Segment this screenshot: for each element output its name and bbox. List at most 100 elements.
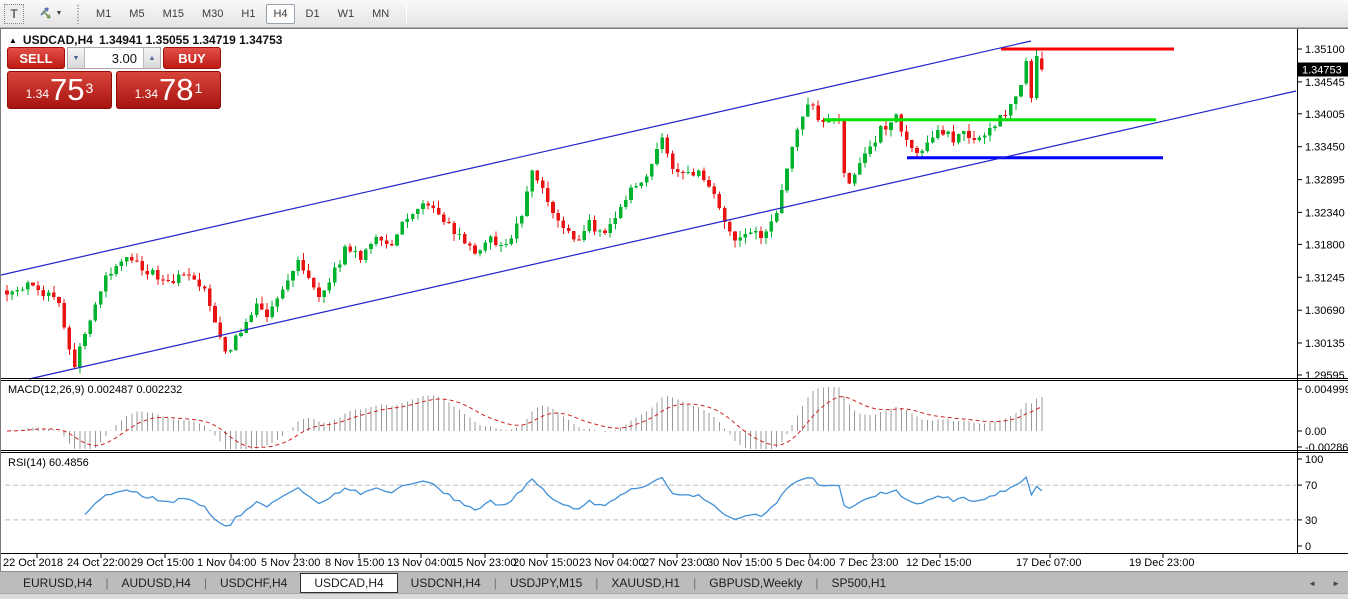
chevron-down-icon: ▼ <box>55 10 63 17</box>
tab-USDCHF-H4[interactable]: USDCHF,H4 <box>219 575 288 590</box>
svg-text:27 Nov 23:00: 27 Nov 23:00 <box>643 557 708 569</box>
chart-ohlc: 1.34941 1.35055 1.34719 1.34753 <box>98 33 283 47</box>
rsi-indicator-label: RSI(14) 60.4856 <box>8 457 89 469</box>
tab-EURUSD-H4[interactable]: EURUSD,H4 <box>23 575 93 590</box>
volume-stepper: ▼ ▲ <box>67 47 161 69</box>
svg-text:70: 70 <box>1305 480 1317 492</box>
timeframe-M30[interactable]: M30 <box>201 7 224 20</box>
chart-tabs-bar: EURUSD,H4 | AUDUSD,H4 | USDCHF,H4 USDCAD,H4 US… <box>0 571 1348 593</box>
svg-text:1.34545: 1.34545 <box>1305 77 1345 89</box>
tab-separator: | <box>493 575 497 590</box>
tab-separator: | <box>105 575 109 590</box>
timeframe-H4[interactable]: H4 <box>266 3 295 24</box>
tab-separator: | <box>815 575 819 590</box>
svg-text:20 Nov 15:00: 20 Nov 15:00 <box>513 557 578 569</box>
sell-price-point: 3 <box>85 80 94 96</box>
svg-text:5 Nov 23:00: 5 Nov 23:00 <box>261 557 320 569</box>
svg-text:1.32895: 1.32895 <box>1305 175 1345 187</box>
timeframe-M5[interactable]: M5 <box>129 7 145 20</box>
svg-text:1.35100: 1.35100 <box>1305 44 1345 56</box>
collapse-icon[interactable]: ▲ <box>9 35 17 45</box>
tab-separator: | <box>693 575 697 590</box>
svg-text:1.31245: 1.31245 <box>1305 272 1345 284</box>
timeframe-D1[interactable]: D1 <box>305 7 320 20</box>
svg-text:22 Oct 2018: 22 Oct 2018 <box>3 557 63 569</box>
volume-input[interactable] <box>85 48 143 68</box>
tab-USDJPY-M15[interactable]: USDJPY,M15 <box>509 575 583 590</box>
timeframe-M1[interactable]: M1 <box>96 7 112 20</box>
toolbar: T ▼ M1 M5 M15 M30 H1 H4 D1 W1 MN <box>0 0 1348 28</box>
svg-text:1.34753: 1.34753 <box>1302 65 1342 77</box>
svg-text:0.004999: 0.004999 <box>1305 384 1348 396</box>
tab-SP500-H1[interactable]: SP500,H1 <box>831 575 887 590</box>
svg-text:13 Nov 04:00: 13 Nov 04:00 <box>387 557 452 569</box>
svg-text:1.32340: 1.32340 <box>1305 207 1345 219</box>
svg-text:19 Dec 23:00: 19 Dec 23:00 <box>1129 557 1194 569</box>
svg-text:1 Nov 04:00: 1 Nov 04:00 <box>197 557 256 569</box>
timeframe-W1[interactable]: W1 <box>337 7 355 20</box>
svg-text:15 Nov 23:00: 15 Nov 23:00 <box>451 557 516 569</box>
timeframe-H1[interactable]: H1 <box>241 7 256 20</box>
svg-text:-0.00286: -0.00286 <box>1305 442 1348 454</box>
sell-button[interactable]: SELL <box>7 47 65 69</box>
svg-text:1.30690: 1.30690 <box>1305 305 1345 317</box>
timeframe-buttons: M1 M5 M15 M30 H1 H4 D1 W1 MN <box>87 3 398 24</box>
tab-scroll-right-icon[interactable]: ► <box>1332 578 1340 588</box>
chart-tabs: EURUSD,H4 | AUDUSD,H4 | USDCHF,H4 USDCAD,H4 US… <box>10 572 899 593</box>
svg-text:100: 100 <box>1305 454 1323 466</box>
rsi-value: 60.4856 <box>48 457 89 469</box>
svg-text:1.33450: 1.33450 <box>1305 142 1345 154</box>
toolbar-separator <box>406 3 408 24</box>
svg-text:30 Nov 15:00: 30 Nov 15:00 <box>707 557 772 569</box>
svg-text:12 Dec 15:00: 12 Dec 15:00 <box>906 557 971 569</box>
svg-text:0.00: 0.00 <box>1305 426 1326 438</box>
svg-text:0: 0 <box>1305 541 1311 553</box>
tab-USDCNH-H4[interactable]: USDCNH,H4 <box>410 575 481 590</box>
volume-increase-button[interactable]: ▲ <box>143 48 160 68</box>
buy-price-prefix: 1.34 <box>134 87 159 101</box>
timeframe-M15[interactable]: M15 <box>162 7 184 20</box>
sell-price-pips: 75 <box>50 72 85 107</box>
tab-GBPUSD-Weekly[interactable]: GBPUSD,Weekly <box>709 575 803 590</box>
tab-separator: | <box>595 575 599 590</box>
tab-separator: | <box>203 575 207 590</box>
buy-button[interactable]: BUY <box>163 47 221 69</box>
chart-title: ▲ USDCAD,H4 1.34941 1.35055 1.34719 1.34… <box>9 33 282 47</box>
sell-price-prefix: 1.34 <box>25 87 50 101</box>
macd-name: MACD(12,26,9) <box>8 384 85 396</box>
macd-values: 0.002487 0.002232 <box>87 384 183 396</box>
svg-text:1.31800: 1.31800 <box>1305 239 1345 251</box>
arrows-tool-button[interactable]: ▼ <box>32 4 68 24</box>
svg-text:1.29595: 1.29595 <box>1305 370 1345 382</box>
one-click-trading-panel: SELL ▼ ▲ BUY 1.34 75 3 1.34 78 1 <box>7 47 221 109</box>
buy-price-button[interactable]: 1.34 78 1 <box>116 71 221 109</box>
tab-AUDUSD-H4[interactable]: AUDUSD,H4 <box>121 575 191 590</box>
svg-text:5 Dec 04:00: 5 Dec 04:00 <box>776 557 835 569</box>
rsi-name: RSI(14) <box>8 457 46 469</box>
tab-USDCAD-H4[interactable]: USDCAD,H4 <box>300 572 398 593</box>
sell-price-button[interactable]: 1.34 75 3 <box>7 71 112 109</box>
buy-price-point: 1 <box>194 80 203 96</box>
chart-symbol: USDCAD,H4 <box>22 33 93 47</box>
svg-text:7 Dec 23:00: 7 Dec 23:00 <box>839 557 898 569</box>
chart-canvas[interactable]: 1.35100 1.34545 1.34005 1.33450 1.32895 1.323… <box>1 29 1348 571</box>
svg-text:24 Oct 22:00: 24 Oct 22:00 <box>67 557 130 569</box>
svg-text:17 Dec 07:00: 17 Dec 07:00 <box>1016 557 1081 569</box>
tab-XAUUSD-H1[interactable]: XAUUSD,H1 <box>611 575 681 590</box>
svg-text:8 Nov 15:00: 8 Nov 15:00 <box>325 557 384 569</box>
timeframe-MN[interactable]: MN <box>372 7 390 20</box>
macd-indicator-label: MACD(12,26,9) 0.002487 0.002232 <box>8 384 182 396</box>
chart-window: 1.35100 1.34545 1.34005 1.33450 1.32895 1.323… <box>0 28 1348 571</box>
tab-scroll-left-icon[interactable]: ◄ <box>1308 578 1317 588</box>
tab-scroll-buttons: ◄ ► <box>1308 572 1340 594</box>
toolbar-grip <box>76 3 81 24</box>
volume-decrease-button[interactable]: ▼ <box>68 48 85 68</box>
buy-price-pips: 78 <box>159 72 194 107</box>
svg-text:23 Nov 04:00: 23 Nov 04:00 <box>579 557 644 569</box>
arrows-icon <box>38 5 53 23</box>
svg-text:29 Oct 15:00: 29 Oct 15:00 <box>131 557 194 569</box>
text-tool-button[interactable]: T <box>4 3 24 24</box>
svg-text:1.34005: 1.34005 <box>1305 109 1345 121</box>
window-bottom-edge <box>0 593 1348 599</box>
